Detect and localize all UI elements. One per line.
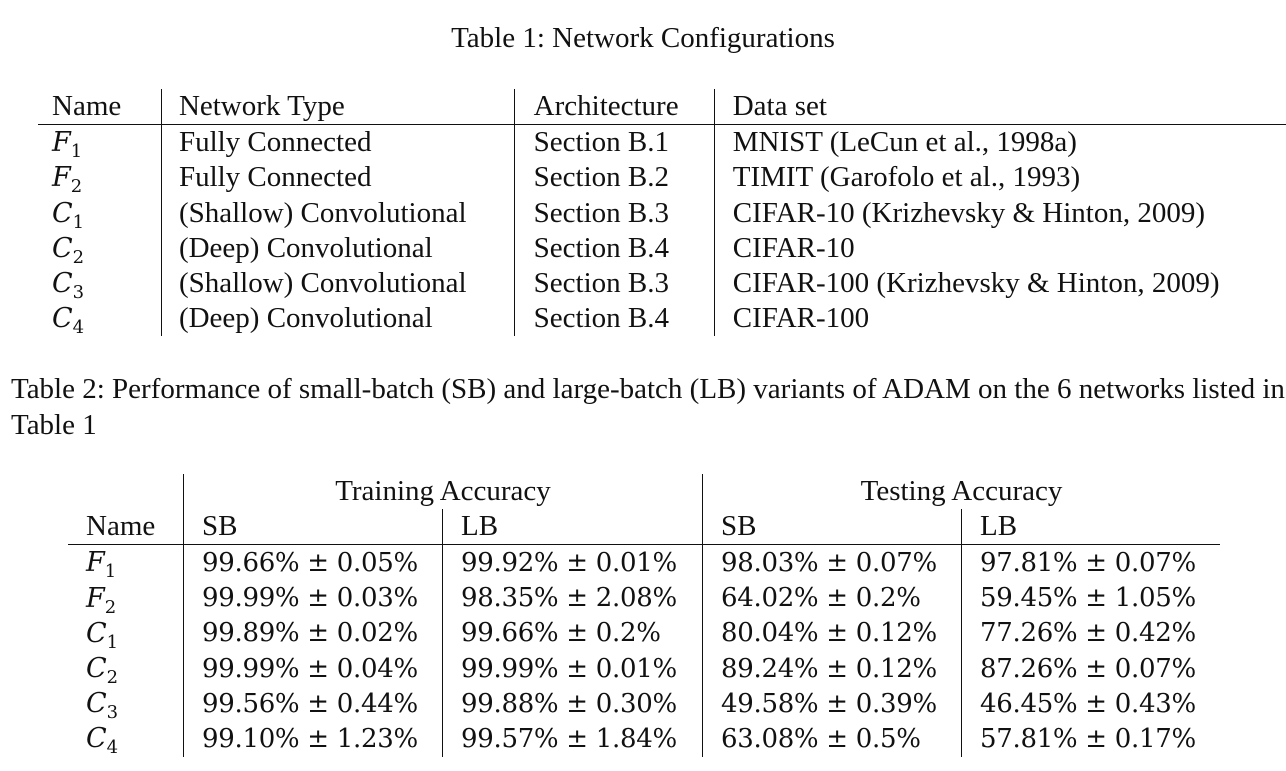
data-set-cell: TIMIT (Garofolo et al., 1993) xyxy=(713,160,1286,196)
test-sb-cell: 49.58% ± 0.39% xyxy=(702,686,962,722)
architecture-cell: Section B.3 xyxy=(513,195,715,231)
network-name: F1 xyxy=(86,547,117,583)
test-sb-cell: 98.03% ± 0.07% xyxy=(702,544,962,581)
data-set-cell: CIFAR-10 (Krizhevsky & Hinton, 2009) xyxy=(713,195,1286,231)
train-lb-cell: 99.57% ± 1.84% xyxy=(442,721,703,757)
data-set-cell: CIFAR-100 (Krizhevsky & Hinton, 2009) xyxy=(713,265,1286,302)
test-sb-cell: 63.08% ± 0.5% xyxy=(702,721,962,757)
network-type-cell: (Shallow) Convolutional xyxy=(160,265,515,302)
network-type-cell: Fully Connected xyxy=(160,160,515,196)
empty-header-cell xyxy=(68,474,184,509)
train-sb-cell: 99.66% ± 0.05% xyxy=(183,544,443,581)
architecture-cell: Section B.4 xyxy=(513,230,715,266)
train-lb-cell: 98.35% ± 2.08% xyxy=(442,580,703,616)
train-sb-cell: 99.56% ± 0.44% xyxy=(183,686,443,722)
sub-header-row: Name SB LB SB LB xyxy=(68,509,1220,546)
test-lb-cell: 46.45% ± 0.43% xyxy=(961,686,1220,722)
network-name: F2 xyxy=(86,582,117,618)
network-name: C4 xyxy=(86,723,119,759)
network-name: C2 xyxy=(52,232,85,268)
column-header-train-lb: LB xyxy=(442,509,703,546)
network-name: C2 xyxy=(86,653,119,689)
test-lb-cell: 97.81% ± 0.07% xyxy=(961,544,1220,581)
table2-caption: Table 2: Performance of small-batch (SB)… xyxy=(11,373,1285,441)
train-sb-cell: 99.99% ± 0.04% xyxy=(183,650,443,687)
network-name: F1 xyxy=(52,127,83,163)
network-name: C1 xyxy=(86,617,119,653)
test-sb-cell: 64.02% ± 0.2% xyxy=(702,580,962,616)
group-header-row: Training Accuracy Testing Accuracy xyxy=(68,474,1220,510)
table-row: C2 (Deep) Convolutional Section B.4 CIFA… xyxy=(38,230,1286,268)
table1-caption: Table 1: Network Configurations xyxy=(451,22,835,54)
network-name: C1 xyxy=(52,197,85,233)
data-set-cell: CIFAR-10 xyxy=(713,230,1286,266)
column-header-train-sb: SB xyxy=(183,509,443,546)
network-type-cell: Fully Connected xyxy=(160,124,515,161)
test-lb-cell: 59.45% ± 1.05% xyxy=(961,580,1220,616)
network-type-cell: (Shallow) Convolutional xyxy=(160,195,515,231)
column-header-data-set: Data set xyxy=(713,89,1286,126)
table-row: C1 (Shallow) Convolutional Section B.3 C… xyxy=(38,195,1286,233)
table-row: C3 (Shallow) Convolutional Section B.3 C… xyxy=(38,265,1286,304)
table-row: C3 99.56% ± 0.44% 99.88% ± 0.30% 49.58% … xyxy=(68,686,1220,724)
test-lb-cell: 57.81% ± 0.17% xyxy=(961,721,1220,757)
group-header-training-accuracy: Training Accuracy xyxy=(183,474,703,510)
table-row: F1 Fully Connected Section B.1 MNIST (Le… xyxy=(38,124,1286,163)
data-set-cell: MNIST (LeCun et al., 1998a) xyxy=(713,124,1286,161)
test-lb-cell: 87.26% ± 0.07% xyxy=(961,650,1220,687)
test-sb-cell: 89.24% ± 0.12% xyxy=(702,650,962,687)
network-name: F2 xyxy=(52,162,83,198)
network-configurations-table: Name Network Type Architecture Data set … xyxy=(38,89,1286,339)
column-header-test-lb: LB xyxy=(961,509,1220,546)
train-sb-cell: 99.89% ± 0.02% xyxy=(183,615,443,651)
test-sb-cell: 80.04% ± 0.12% xyxy=(702,615,962,651)
architecture-cell: Section B.2 xyxy=(513,160,715,196)
table-row: F2 Fully Connected Section B.2 TIMIT (Ga… xyxy=(38,160,1286,198)
table-row: C4 99.10% ± 1.23% 99.57% ± 1.84% 63.08% … xyxy=(68,721,1220,759)
performance-table: Training Accuracy Testing Accuracy Name … xyxy=(68,474,1220,757)
test-lb-cell: 77.26% ± 0.42% xyxy=(961,615,1220,651)
train-sb-cell: 99.99% ± 0.03% xyxy=(183,580,443,616)
table-row: F2 99.99% ± 0.03% 98.35% ± 2.08% 64.02% … xyxy=(68,580,1220,618)
column-header-architecture: Architecture xyxy=(513,89,715,126)
data-set-cell: CIFAR-100 xyxy=(713,301,1286,337)
network-type-cell: (Deep) Convolutional xyxy=(160,230,515,266)
column-header-network-type: Network Type xyxy=(160,89,515,126)
train-lb-cell: 99.92% ± 0.01% xyxy=(442,544,703,581)
group-header-testing-accuracy: Testing Accuracy xyxy=(702,474,1220,510)
table-row: C1 99.89% ± 0.02% 99.66% ± 0.2% 80.04% ±… xyxy=(68,615,1220,653)
table-row: C4 (Deep) Convolutional Section B.4 CIFA… xyxy=(38,301,1286,339)
train-lb-cell: 99.66% ± 0.2% xyxy=(442,615,703,651)
table-row: F1 99.66% ± 0.05% 99.92% ± 0.01% 98.03% … xyxy=(68,544,1220,583)
train-lb-cell: 99.99% ± 0.01% xyxy=(442,650,703,687)
train-lb-cell: 99.88% ± 0.30% xyxy=(442,686,703,722)
architecture-cell: Section B.1 xyxy=(513,124,715,161)
column-header-test-sb: SB xyxy=(702,509,962,546)
train-sb-cell: 99.10% ± 1.23% xyxy=(183,721,443,757)
architecture-cell: Section B.4 xyxy=(513,301,715,337)
column-header-name: Name xyxy=(68,509,184,546)
network-name: C3 xyxy=(52,268,85,304)
table-row: C2 99.99% ± 0.04% 99.99% ± 0.01% 89.24% … xyxy=(68,650,1220,689)
column-header-name: Name xyxy=(38,89,162,126)
table-header-row: Name Network Type Architecture Data set xyxy=(38,89,1286,126)
network-name: C4 xyxy=(52,303,85,339)
architecture-cell: Section B.3 xyxy=(513,265,715,302)
network-name: C3 xyxy=(86,688,119,724)
network-type-cell: (Deep) Convolutional xyxy=(160,301,515,337)
